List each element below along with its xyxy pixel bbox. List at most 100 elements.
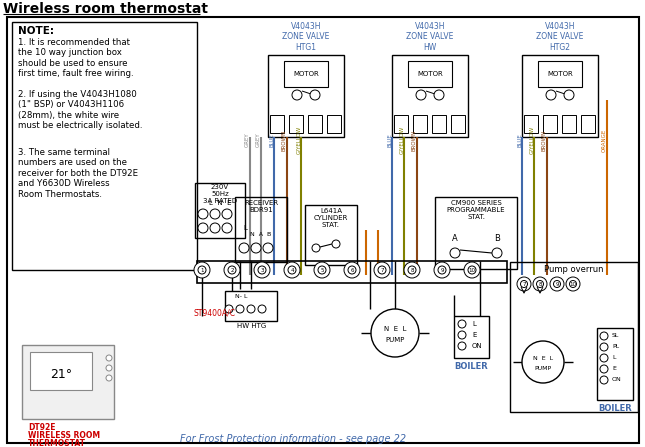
Text: N  A  B: N A B [250,232,272,237]
Circle shape [464,262,480,278]
Text: A: A [452,234,458,243]
Text: ON: ON [612,377,622,382]
Bar [327,115,341,133]
Text: V4043H
ZONE VALVE
HW: V4043H ZONE VALVE HW [406,22,453,52]
Bar [454,316,489,358]
Text: 5: 5 [321,267,324,273]
Text: BROWN: BROWN [542,129,547,151]
Bar [451,115,465,133]
Text: E: E [612,366,616,371]
Text: BOILER: BOILER [598,404,632,413]
Text: 7: 7 [381,267,384,273]
Text: WIRELESS ROOM: WIRELESS ROOM [28,431,100,440]
Bar [538,61,582,87]
Bar [543,115,557,133]
Circle shape [106,365,112,371]
Circle shape [222,209,232,219]
Text: G/YELLOW: G/YELLOW [399,126,404,154]
Bar [510,262,638,412]
Bar [597,328,633,400]
Text: MOTOR: MOTOR [293,71,319,77]
Text: L: L [472,321,476,327]
Text: N- L: N- L [235,294,248,299]
Bar [408,61,452,87]
Text: HW HTG: HW HTG [237,323,266,329]
Circle shape [517,277,531,291]
Text: BLUE: BLUE [517,133,522,147]
Circle shape [600,343,608,351]
Text: NOTE:: NOTE: [18,26,54,36]
Bar [524,115,538,133]
Circle shape [404,262,420,278]
Text: BROWN: BROWN [282,129,287,151]
Circle shape [600,376,608,384]
Text: CM900 SERIES
PROGRAMMABLE
STAT.: CM900 SERIES PROGRAMMABLE STAT. [447,200,505,220]
Circle shape [344,262,360,278]
Circle shape [566,277,580,291]
Bar [394,115,408,133]
Text: BLUE: BLUE [387,133,392,147]
Circle shape [332,240,340,248]
Text: L641A
CYLINDER
STAT.: L641A CYLINDER STAT. [314,208,348,228]
Circle shape [239,243,249,253]
Circle shape [210,209,220,219]
Text: L  N  E: L N E [209,200,232,206]
Text: V4043H
ZONE VALVE
HTG2: V4043H ZONE VALVE HTG2 [536,22,584,52]
Circle shape [434,262,450,278]
Bar [195,183,245,238]
Text: BOILER: BOILER [454,362,488,371]
Text: 10: 10 [570,282,577,287]
Circle shape [522,341,564,383]
Text: 2: 2 [230,267,233,273]
Text: DT92E: DT92E [28,423,55,432]
Bar [197,261,507,283]
Text: ST9400A/C: ST9400A/C [194,308,236,317]
Circle shape [210,223,220,233]
Bar [289,115,303,133]
Circle shape [492,248,502,258]
Text: 230V
50Hz
3A RATED: 230V 50Hz 3A RATED [203,184,237,204]
Bar [305,205,357,265]
Text: V4043H
ZONE VALVE
HTG1: V4043H ZONE VALVE HTG1 [283,22,330,52]
Circle shape [263,243,273,253]
Circle shape [314,262,330,278]
Text: B: B [494,234,500,243]
Text: ORANGE: ORANGE [602,128,607,152]
Bar [22,345,114,419]
Text: 7: 7 [522,282,526,287]
Text: 9: 9 [441,267,444,273]
Circle shape [546,90,556,100]
Circle shape [564,90,574,100]
Bar [308,115,322,133]
Circle shape [312,244,320,252]
Circle shape [458,331,466,339]
Circle shape [434,90,444,100]
Text: PUMP: PUMP [385,337,404,343]
Circle shape [225,305,233,313]
Text: RECEIVER
BDR91: RECEIVER BDR91 [244,200,278,213]
Text: GREY: GREY [256,133,261,148]
Text: L: L [243,225,247,231]
Text: 21°: 21° [50,367,72,380]
Bar [432,115,446,133]
Text: BROWN: BROWN [412,129,417,151]
Bar [12,22,197,270]
Text: 10: 10 [468,267,475,273]
Text: ON: ON [472,343,482,349]
Text: SL: SL [612,333,619,338]
Circle shape [222,223,232,233]
Circle shape [600,354,608,362]
Bar [581,115,595,133]
Circle shape [106,355,112,361]
Text: MOTOR: MOTOR [417,71,443,77]
Text: N  E  L: N E L [533,355,553,360]
Text: 1. It is recommended that
the 10 way junction box
should be used to ensure
first: 1. It is recommended that the 10 way jun… [18,38,134,78]
Circle shape [194,262,210,278]
Circle shape [458,320,466,328]
Circle shape [533,277,547,291]
Text: 9: 9 [555,282,559,287]
Text: E: E [472,332,477,338]
Text: 2. If using the V4043H1080
(1" BSP) or V4043H1106
(28mm), the white wire
must be: 2. If using the V4043H1080 (1" BSP) or V… [18,90,143,130]
Bar [270,115,284,133]
Bar [435,197,517,269]
